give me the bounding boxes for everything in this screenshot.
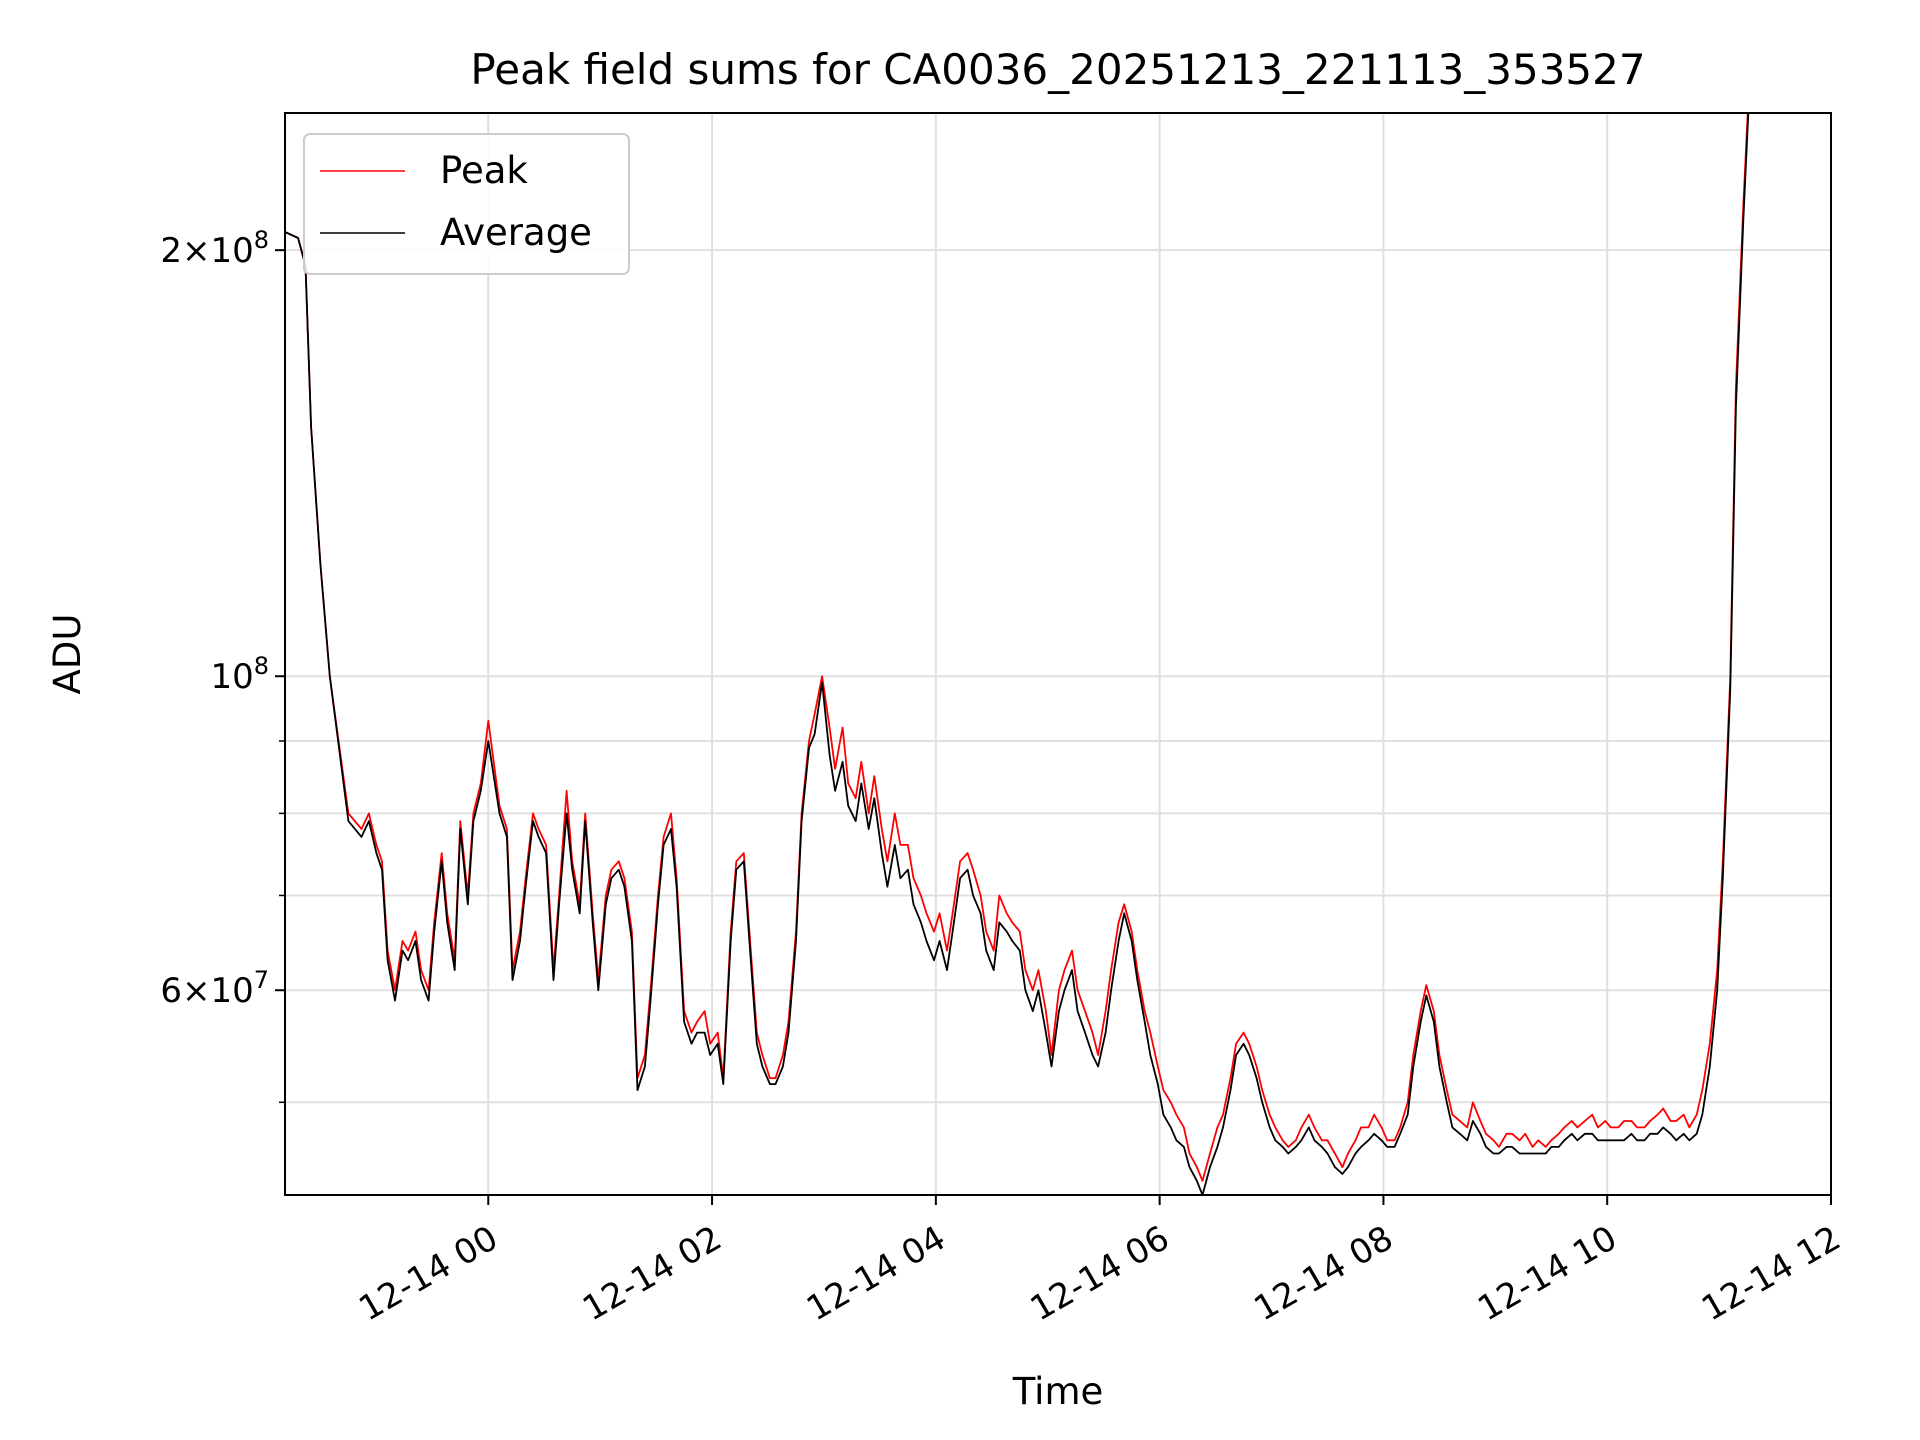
legend-box (303, 133, 630, 275)
plot-frame (284, 112, 1832, 1196)
x-axis-label: Time (1012, 1370, 1104, 1413)
grid (285, 113, 1832, 1195)
y-tick-label: 2×108 (160, 226, 269, 271)
y-tick-label: 6×107 (160, 966, 269, 1011)
legend: Peak Average (303, 133, 630, 275)
series-peak-line (285, 113, 1749, 1182)
series-average-line (285, 113, 1750, 1195)
chart-title: Peak field sums for CA0036_20251213_2211… (470, 45, 1645, 94)
legend-average-label: Average (440, 211, 592, 254)
y-tick-label: 108 (210, 652, 269, 697)
y-axis-label: ADU (46, 614, 89, 695)
plot-area (285, 113, 1831, 1195)
legend-peak-label: Peak (440, 149, 528, 192)
y-axis: 6×107 108 2×108 (160, 226, 285, 1104)
series-layer (285, 113, 1750, 1195)
